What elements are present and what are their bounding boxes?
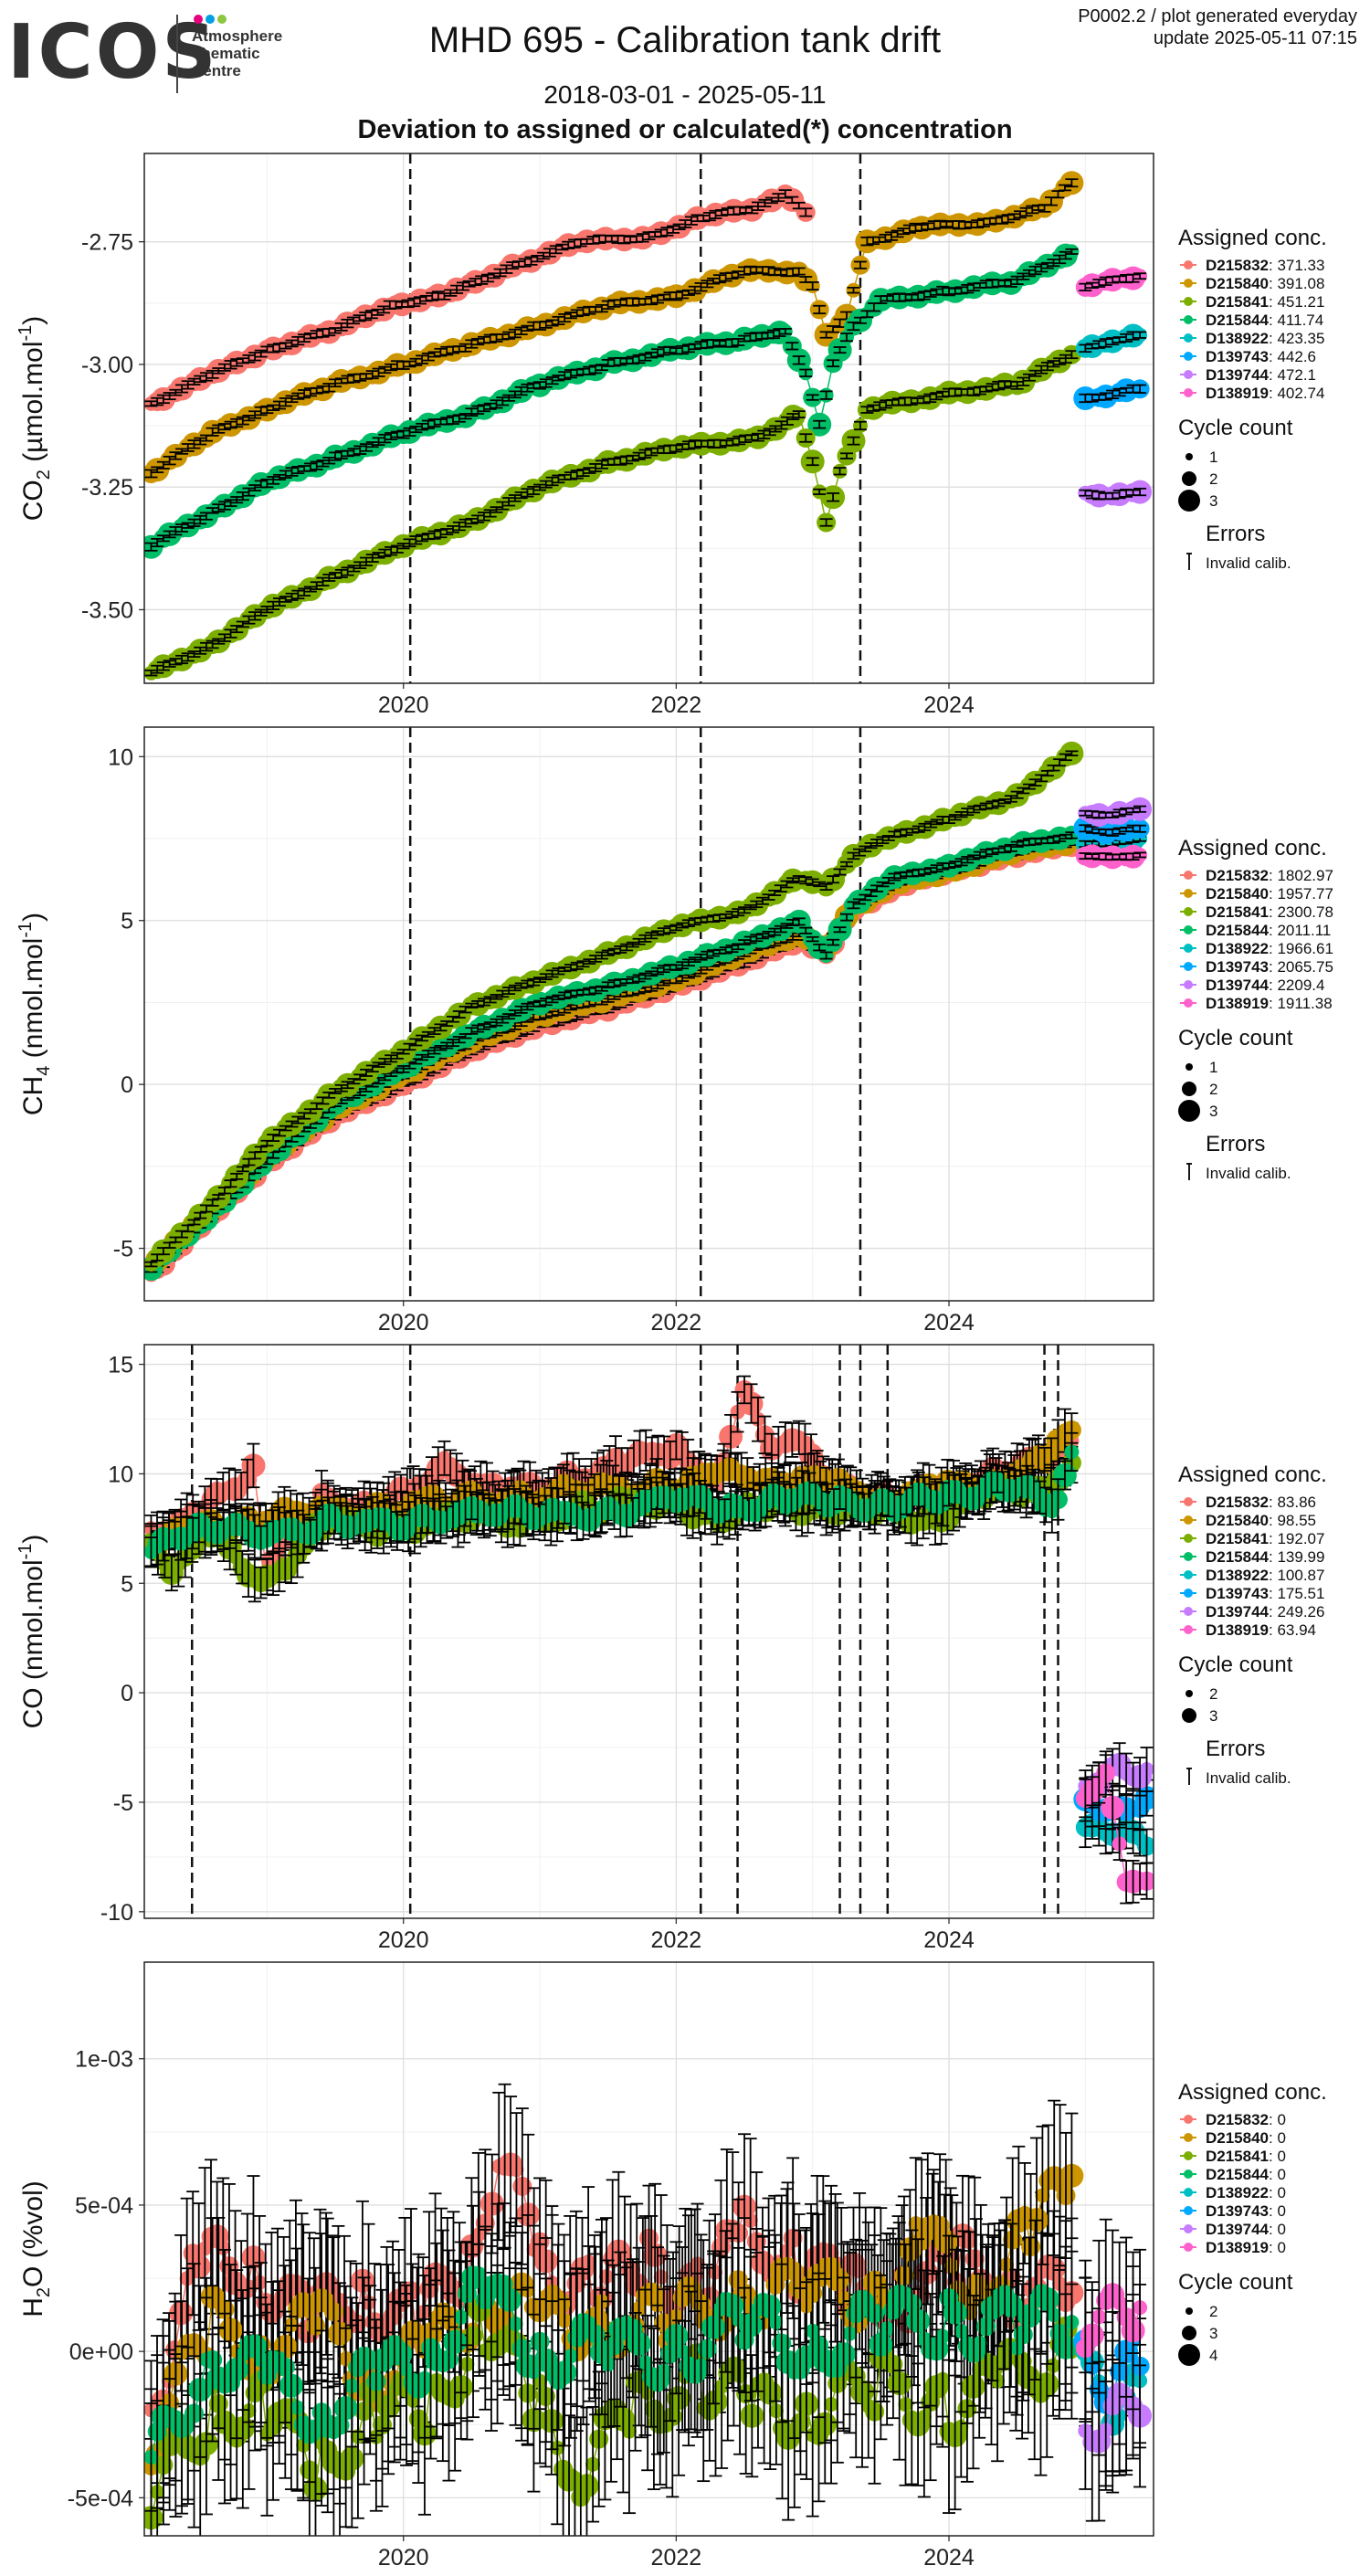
legend-value: : 423.35 xyxy=(1269,330,1324,347)
x-tick-label: 2022 xyxy=(651,692,702,718)
legend-value: : 402.74 xyxy=(1269,385,1324,402)
y-axis-label: CO2 (µmol.mol-1) xyxy=(16,316,54,522)
legend-tank: D138922 xyxy=(1206,330,1269,347)
legend-entry: D138919: 402.74 xyxy=(1206,385,1324,402)
legend-tank: D215832 xyxy=(1206,257,1269,274)
logo-subtitle: Atmosphere Thematic Centre xyxy=(192,27,283,79)
legend-entry: D215844: 411.74 xyxy=(1206,311,1323,329)
y-tick-label: 0 xyxy=(121,1072,133,1098)
y-tick-label: 10 xyxy=(108,744,133,770)
legend-entry: D139744: 472.1 xyxy=(1206,366,1316,384)
logo-dot-icon xyxy=(194,15,203,24)
data-layer xyxy=(144,741,1153,1283)
legend-entry: D215832: 371.33 xyxy=(1206,257,1324,274)
y-tick-label: -2.75 xyxy=(81,230,133,256)
logo-dot-icon xyxy=(206,15,215,24)
plot-info: P0002.2 / plot generated everyday update… xyxy=(1078,5,1357,49)
y-tick-label: -3.25 xyxy=(81,475,133,501)
legend-tank: D139744 xyxy=(1206,366,1270,384)
cycle-count-value: 3 xyxy=(1209,492,1217,510)
cycle-count-swatch xyxy=(1178,490,1200,512)
y-label-unit: (µmol.mol xyxy=(18,342,48,470)
legend-swatch xyxy=(1184,297,1193,306)
y-label-main: CO xyxy=(18,480,48,521)
x-tick-label: 2024 xyxy=(923,692,975,718)
y-tick-label: 5 xyxy=(121,909,133,934)
page-title: MHD 695 - Calibration tank drift xyxy=(428,20,942,60)
legend-tank: D215844 xyxy=(1206,311,1270,329)
panel-border xyxy=(143,153,1154,684)
logo-dot-icon xyxy=(217,15,227,24)
x-tick-label: 2024 xyxy=(923,1310,975,1336)
errors-title: Errors xyxy=(1206,522,1265,546)
legend-tank: D215840 xyxy=(1206,275,1269,292)
update-time: update 2025-05-11 07:15 xyxy=(1153,28,1357,48)
logo-divider xyxy=(176,15,178,93)
legend-swatch xyxy=(1184,352,1193,361)
legend-value: : 451.21 xyxy=(1269,293,1324,311)
data-layer xyxy=(144,171,1153,681)
icos-logo: ICOS xyxy=(7,9,219,96)
legend-tank: D139743 xyxy=(1206,348,1269,365)
legend-swatch xyxy=(1184,333,1193,343)
x-tick-label: 2020 xyxy=(378,692,429,718)
legend-tank: D138919 xyxy=(1206,385,1269,402)
y-tick-label: -3.50 xyxy=(81,597,133,623)
date-range: 2018-03-01 - 2025-05-11 xyxy=(543,80,827,109)
legend-swatch xyxy=(1184,260,1193,269)
legend-value: : 411.74 xyxy=(1269,311,1323,329)
y-label-subscript: 2 xyxy=(34,470,54,480)
legend-swatch xyxy=(1184,370,1193,379)
plot-background xyxy=(144,727,1154,1301)
legend-tank: D215841 xyxy=(1206,293,1269,311)
legend-value: : 391.08 xyxy=(1269,275,1324,292)
x-tick-label: 2020 xyxy=(378,1310,429,1336)
y-tick-label: -5 xyxy=(113,1237,133,1262)
legend-title: Assigned conc. xyxy=(1178,226,1327,250)
legend-entry: D139743: 442.6 xyxy=(1206,348,1316,365)
cycle-count-swatch xyxy=(1186,453,1193,460)
legend-value: : 472.1 xyxy=(1269,366,1316,384)
y-label-superscript: -1 xyxy=(16,325,36,342)
legend-entry: D215841: 451.21 xyxy=(1206,293,1324,311)
cycle-count-title: Cycle count xyxy=(1178,416,1293,440)
plot-subtitle: Deviation to assigned or calculated(*) c… xyxy=(357,115,1013,144)
cycle-count-value: 2 xyxy=(1209,470,1217,488)
y-label-close: ) xyxy=(18,316,48,325)
plot-id: P0002.2 / plot generated everyday xyxy=(1078,6,1357,26)
legend-swatch xyxy=(1184,315,1193,324)
x-tick-label: 2022 xyxy=(651,1310,702,1336)
page-header: ICOS Atmosphere Thematic Centre MHD 695 … xyxy=(0,0,1370,146)
cycle-count-swatch xyxy=(1182,471,1196,486)
legend-value: : 442.6 xyxy=(1269,348,1316,365)
y-tick-label: -3.00 xyxy=(81,353,133,378)
legend-swatch xyxy=(1184,279,1193,288)
errors-label: Invalid calib. xyxy=(1206,554,1291,572)
cycle-count-value: 1 xyxy=(1209,449,1217,466)
legend-entry: D138922: 423.35 xyxy=(1206,330,1324,347)
legend-value: : 371.33 xyxy=(1269,257,1324,274)
legend-swatch xyxy=(1184,388,1193,397)
legend-entry: D215840: 391.08 xyxy=(1206,275,1324,292)
